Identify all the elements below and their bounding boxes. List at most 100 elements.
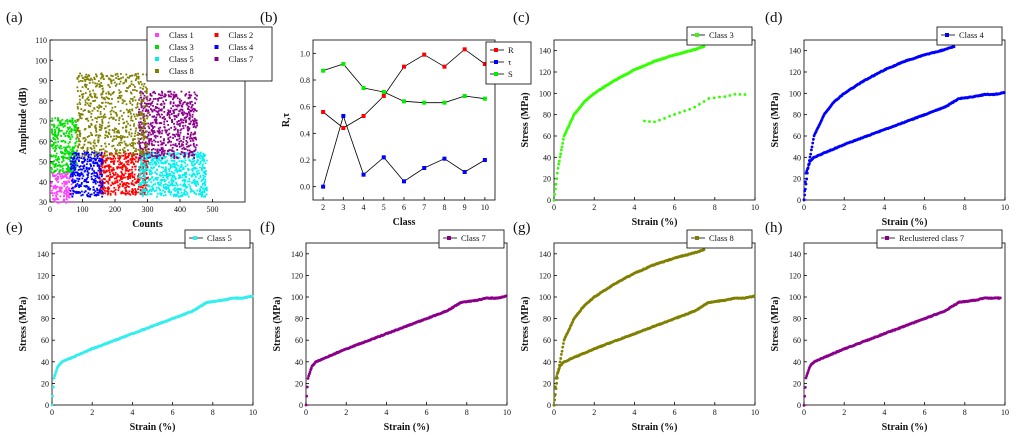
data-point bbox=[178, 110, 181, 112]
y-tick-label: 20 bbox=[543, 175, 551, 184]
data-point bbox=[144, 152, 146, 155]
data-point bbox=[171, 174, 174, 177]
data-point bbox=[140, 162, 143, 165]
data-point bbox=[119, 152, 122, 155]
data-point bbox=[117, 100, 120, 103]
data-point bbox=[201, 155, 204, 158]
data-point bbox=[191, 154, 194, 157]
data-point bbox=[176, 191, 179, 193]
data-point bbox=[83, 78, 86, 81]
data-point bbox=[93, 149, 96, 152]
data-point bbox=[117, 184, 120, 187]
data-point bbox=[108, 178, 111, 181]
data-point bbox=[98, 153, 101, 156]
data-point bbox=[139, 92, 142, 94]
data-point bbox=[156, 150, 159, 153]
data-point bbox=[170, 107, 173, 110]
data-point bbox=[116, 180, 119, 183]
data-point bbox=[106, 150, 108, 153]
series-B-(d) bbox=[802, 90, 1006, 202]
data-point bbox=[80, 173, 83, 176]
data-point bbox=[112, 144, 115, 147]
data-point bbox=[144, 135, 146, 138]
x-tick-label: 5 bbox=[382, 203, 386, 212]
data-point bbox=[92, 164, 95, 167]
data-point bbox=[142, 132, 145, 135]
data-point bbox=[181, 147, 184, 150]
data-point bbox=[144, 188, 147, 191]
data-point bbox=[118, 116, 121, 119]
data-point bbox=[94, 125, 96, 128]
data-point bbox=[176, 194, 178, 197]
data-point bbox=[148, 99, 151, 102]
data-point bbox=[87, 110, 90, 112]
data-point bbox=[122, 126, 124, 129]
data-point bbox=[61, 167, 64, 170]
data-point bbox=[112, 117, 115, 120]
data-point bbox=[129, 91, 132, 94]
data-point bbox=[200, 193, 203, 196]
data-point bbox=[58, 172, 60, 174]
data-point bbox=[191, 116, 194, 118]
data-point bbox=[131, 145, 134, 148]
data-point bbox=[202, 158, 205, 160]
data-point bbox=[116, 144, 119, 147]
data-point bbox=[194, 183, 197, 186]
data-point bbox=[93, 139, 96, 142]
data-point bbox=[131, 103, 134, 106]
data-point bbox=[85, 152, 88, 155]
data-point bbox=[89, 105, 92, 108]
data-point bbox=[98, 123, 101, 126]
data-point bbox=[678, 111, 682, 114]
data-point bbox=[141, 152, 144, 155]
data-point bbox=[125, 80, 128, 83]
data-point bbox=[118, 179, 121, 182]
data-point bbox=[105, 175, 108, 178]
x-tick-label: 3 bbox=[341, 203, 345, 212]
data-point bbox=[177, 114, 180, 117]
data-point bbox=[341, 126, 346, 130]
data-point bbox=[85, 83, 88, 86]
data-point bbox=[132, 147, 135, 149]
data-point bbox=[66, 152, 69, 155]
data-point bbox=[130, 132, 133, 135]
y-tick-label: 0 bbox=[547, 196, 551, 205]
data-point bbox=[63, 175, 66, 178]
data-point bbox=[110, 82, 113, 85]
data-point bbox=[190, 168, 193, 171]
data-point bbox=[75, 127, 78, 130]
data-point bbox=[126, 155, 128, 158]
data-point bbox=[141, 195, 144, 197]
data-point bbox=[158, 183, 161, 186]
data-point bbox=[100, 93, 103, 96]
data-point bbox=[87, 104, 90, 107]
data-point bbox=[87, 156, 90, 159]
data-point bbox=[87, 78, 90, 80]
data-point bbox=[64, 163, 67, 166]
data-point bbox=[137, 183, 140, 186]
data-point bbox=[139, 147, 142, 150]
data-point bbox=[140, 133, 142, 136]
data-point bbox=[195, 161, 198, 164]
data-point bbox=[77, 145, 79, 148]
data-point bbox=[101, 120, 104, 123]
data-point bbox=[173, 125, 176, 128]
data-point bbox=[133, 178, 136, 181]
data-point bbox=[178, 125, 181, 127]
data-point bbox=[55, 191, 58, 194]
data-point bbox=[184, 94, 187, 97]
data-point bbox=[112, 172, 114, 175]
legend-label: Class 4 bbox=[229, 42, 255, 52]
data-point bbox=[100, 76, 103, 79]
data-point bbox=[171, 163, 174, 166]
data-point bbox=[54, 184, 57, 187]
data-point bbox=[113, 81, 116, 84]
data-point bbox=[120, 178, 122, 181]
data-point bbox=[204, 154, 207, 157]
data-point bbox=[87, 74, 90, 77]
data-point bbox=[128, 176, 131, 179]
data-point bbox=[154, 134, 157, 137]
data-point bbox=[98, 189, 101, 191]
data-point bbox=[179, 153, 182, 156]
